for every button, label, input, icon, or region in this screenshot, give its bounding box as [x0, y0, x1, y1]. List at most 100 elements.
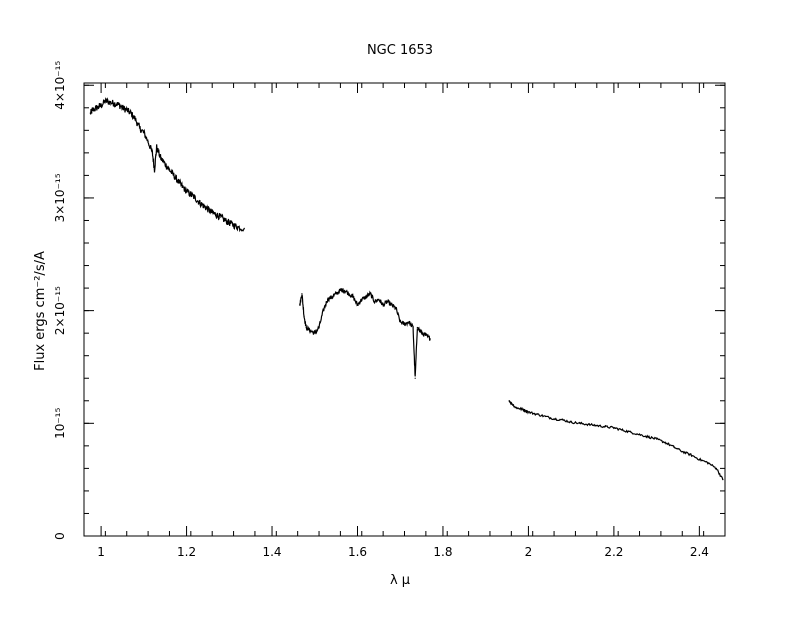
spectrum-point [382, 304, 384, 306]
spectrum-point [527, 411, 530, 413]
x-tick-label: 1 [97, 545, 105, 559]
x-axis-ticks: 1 1.2 1.4 1.6 1.8 2 2.2 2.4 [83, 83, 726, 559]
spectrum-point [715, 467, 718, 469]
spectrum-point [425, 334, 427, 337]
spectrum-point [130, 112, 132, 115]
spectrum-point [194, 197, 196, 199]
spectrum-point [207, 208, 209, 210]
x-axis-label: λ μ [390, 573, 410, 588]
spectrum-point [156, 146, 158, 148]
spectrum-point [630, 431, 632, 433]
spectrum-segment-1 [89, 97, 245, 233]
spectrum-point [416, 326, 418, 329]
spectrum-point [664, 441, 666, 444]
spectrum-point [177, 180, 179, 182]
spectrum-point [361, 298, 363, 300]
spectrum-point [391, 304, 393, 306]
spectrum-point [429, 338, 431, 340]
spectrum-point [89, 112, 92, 115]
x-tick-label: 2.4 [690, 545, 709, 559]
spectrum-point [104, 100, 106, 102]
spectrum-segment-3 [508, 399, 724, 480]
spectrum-point [604, 426, 606, 428]
spectrum-point [508, 400, 510, 402]
spectrum-point [224, 219, 226, 222]
spectrum-point [399, 321, 401, 323]
plot-frame [83, 82, 726, 537]
spectrum-point [168, 169, 171, 171]
spectrum-point [519, 408, 521, 410]
spectrum-point [190, 193, 192, 196]
spectrum-point [318, 326, 320, 329]
spectrum-point [220, 216, 222, 218]
spectrum-point [113, 102, 115, 104]
chart-title: NGC 1653 [367, 43, 433, 58]
spectrum-point [121, 107, 124, 109]
spectrum-point [96, 107, 98, 109]
spectrum-point [117, 103, 119, 106]
spectrum-point [656, 438, 658, 440]
spectrum-point [515, 406, 517, 409]
spectrum-point [109, 101, 111, 103]
spectrum-point [544, 415, 547, 418]
spectrum-segment-2 [299, 287, 431, 377]
spectrum-point [570, 421, 572, 423]
spectrum-point [303, 315, 305, 317]
spectrum-point [91, 109, 94, 111]
spectrum-point [331, 296, 333, 298]
spectrum-point [420, 332, 423, 334]
spectrum-point [309, 330, 312, 332]
spectrum-point [339, 289, 341, 291]
spectrum-point [596, 424, 598, 427]
y-tick-label: 4×10⁻¹⁵ [53, 61, 67, 110]
spectrum-point [160, 157, 162, 160]
spectrum-point [562, 419, 564, 421]
x-tick-label: 1.6 [348, 545, 367, 559]
spectrum-point [673, 446, 675, 448]
spectrum-point [198, 201, 200, 204]
spectrum-point [414, 377, 416, 379]
spectrum-point [299, 304, 301, 306]
spectrum-point [138, 127, 141, 129]
spectrum-point [348, 293, 350, 295]
spectrum-point [153, 169, 156, 171]
spectrum-point [203, 205, 205, 207]
spectrum-point [553, 418, 555, 420]
spectrum-point [134, 118, 136, 120]
spectrum-point [386, 301, 389, 303]
spectrum-point [579, 422, 581, 424]
spectrum-point [523, 409, 525, 411]
spectrum-point [403, 323, 406, 325]
y-axis-ticks: 0 10⁻¹⁵ 2×10⁻¹⁵ 3×10⁻¹⁵ 4×10⁻¹⁵ [53, 61, 725, 540]
spectrum-point [638, 433, 641, 436]
x-tick-label: 1.4 [262, 545, 281, 559]
spectrum-point [305, 326, 307, 329]
spectrum-point [344, 289, 346, 291]
spectrum-point [412, 326, 414, 329]
spectrum-point [707, 462, 709, 464]
spectrum-point [314, 332, 316, 334]
spectrum-point [369, 293, 371, 295]
y-tick-label: 2×10⁻¹⁵ [53, 286, 67, 335]
spectrum-point [510, 402, 512, 404]
spectrum-point [237, 226, 239, 228]
spectrum-point [536, 413, 538, 415]
y-tick-label: 0 [53, 532, 67, 540]
spectrum-point [690, 454, 692, 456]
spectrum-point [100, 104, 102, 107]
spectrum-point [126, 109, 128, 111]
spectrum-point [378, 298, 380, 300]
spectrum-point [408, 321, 410, 323]
x-tick-label: 1.2 [177, 545, 196, 559]
spectrum-point [143, 131, 145, 134]
spectrum-point [395, 307, 397, 309]
spectrum-point [373, 301, 376, 303]
spectrum-point [681, 450, 683, 453]
spectrum-point [335, 293, 337, 295]
y-tick-label: 10⁻¹⁵ [53, 408, 67, 439]
spectrum-point [243, 227, 245, 229]
spectrum-point [211, 211, 213, 214]
x-tick-label: 2 [525, 545, 533, 559]
spectrum-point [365, 296, 367, 298]
